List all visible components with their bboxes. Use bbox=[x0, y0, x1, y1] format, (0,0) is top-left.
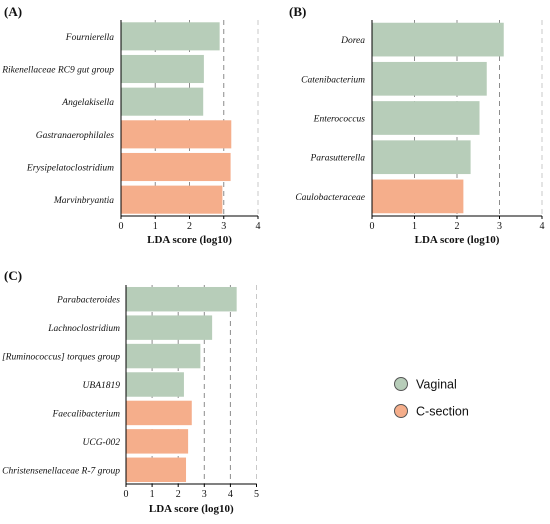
bar bbox=[372, 61, 487, 96]
category-label: Marvinbryantia bbox=[53, 196, 114, 206]
x-axis-title: LDA score (log10) bbox=[149, 503, 234, 515]
category-label: UCG-002 bbox=[83, 438, 121, 448]
legend-marker-csection bbox=[394, 404, 408, 418]
bar bbox=[372, 101, 480, 135]
x-tick-label: 0 bbox=[370, 221, 375, 232]
x-tick-label: 1 bbox=[412, 221, 417, 232]
legend-label: Vaginal bbox=[416, 378, 457, 392]
category-label: Erysipelatoclostridium bbox=[26, 164, 114, 174]
x-tick-label: 3 bbox=[497, 221, 502, 232]
x-tick-label: 3 bbox=[221, 221, 226, 232]
bar bbox=[126, 343, 201, 369]
panel-c: (C) Parabacteroides Lachnoclostridium [Rumi… bbox=[2, 268, 259, 515]
x-tick-label: 2 bbox=[455, 221, 460, 232]
legend-marker-vaginal bbox=[394, 377, 408, 391]
category-label: Parasutterella bbox=[309, 154, 365, 164]
category-label: Rikenellaceae RC9 gut group bbox=[1, 66, 114, 76]
x-tick-label: 4 bbox=[228, 489, 233, 500]
category-label: Dorea bbox=[340, 36, 365, 46]
x-tick-label: 1 bbox=[150, 489, 155, 500]
bar bbox=[121, 87, 204, 116]
legend: Vaginal C-section bbox=[394, 377, 469, 419]
bar bbox=[372, 140, 471, 175]
x-tick-label: 4 bbox=[256, 221, 261, 232]
panel-a: (A) Fournierella Rikenellaceae RC9 gut gro… bbox=[1, 4, 260, 246]
bar bbox=[126, 286, 237, 312]
x-tick-label: 1 bbox=[153, 221, 158, 232]
x-tick-label: 0 bbox=[119, 221, 124, 232]
category-label: Parabacteroides bbox=[56, 296, 120, 306]
x-axis-title: LDA score (log10) bbox=[415, 234, 500, 246]
category-label: [Ruminococcus] torques group bbox=[2, 353, 120, 363]
category-label: Angelakisella bbox=[61, 98, 114, 108]
panel-label: (A) bbox=[4, 4, 22, 19]
x-tick-label: 3 bbox=[202, 489, 207, 500]
category-label: Gastranaerophilales bbox=[36, 131, 115, 141]
bar bbox=[126, 429, 189, 454]
x-tick-label: 2 bbox=[187, 221, 192, 232]
category-label: Fournierella bbox=[65, 33, 114, 43]
category-label: Lachnoclostridium bbox=[47, 324, 120, 334]
bar bbox=[372, 179, 464, 214]
category-label: UBA1819 bbox=[83, 381, 121, 391]
legend-label: C-section bbox=[416, 405, 469, 419]
x-tick-label: 0 bbox=[124, 489, 129, 500]
panel-label: (B) bbox=[289, 4, 306, 19]
bar bbox=[126, 457, 187, 483]
bar bbox=[121, 185, 223, 214]
bar bbox=[372, 22, 504, 57]
category-label: Enterococcus bbox=[313, 115, 366, 125]
x-tick-label: 5 bbox=[254, 489, 259, 500]
bar bbox=[121, 120, 232, 149]
bar bbox=[121, 22, 220, 51]
category-label: Caulobacteraceae bbox=[295, 193, 365, 203]
x-tick-label: 2 bbox=[176, 489, 181, 500]
panel-b: (B) Dorea Catenibacterium Enterococcus Paras… bbox=[289, 4, 545, 246]
category-label: Faecalibacterium bbox=[51, 409, 120, 419]
x-axis-title: LDA score (log10) bbox=[147, 234, 232, 246]
panel-label: (C) bbox=[4, 268, 22, 283]
bar bbox=[126, 315, 213, 340]
bar bbox=[126, 372, 184, 397]
bar bbox=[121, 54, 204, 84]
category-label: Catenibacterium bbox=[301, 75, 365, 85]
x-tick-label: 4 bbox=[540, 221, 545, 232]
bar bbox=[121, 152, 231, 182]
category-label: Christensenellaceae R-7 group bbox=[2, 466, 120, 476]
bar bbox=[126, 400, 192, 426]
